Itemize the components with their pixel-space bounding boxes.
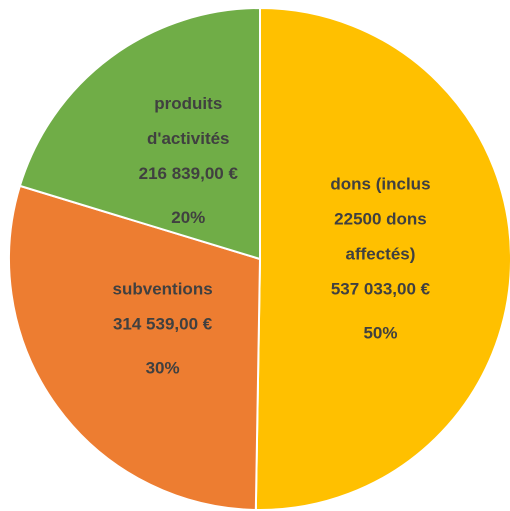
percentage-label: 20% — [171, 208, 205, 227]
slice-label: subventions — [113, 279, 213, 298]
value-label: 537 033,00 € — [331, 279, 431, 298]
pie-slice — [18, 6, 261, 261]
value-label: 314 539,00 € — [113, 314, 213, 333]
percentage-label: 50% — [363, 323, 397, 342]
slice-label: dons (inclus — [330, 174, 430, 193]
percentage-label: 30% — [146, 358, 180, 377]
value-label: 216 839,00 € — [139, 164, 239, 183]
slice-label: d'activités — [147, 129, 229, 148]
slice-label: 22500 dons — [334, 209, 427, 228]
pie-slice — [254, 6, 510, 511]
slice-label: produits — [154, 94, 222, 113]
slice-label: affectés) — [346, 244, 416, 263]
pie-slice — [8, 184, 262, 511]
